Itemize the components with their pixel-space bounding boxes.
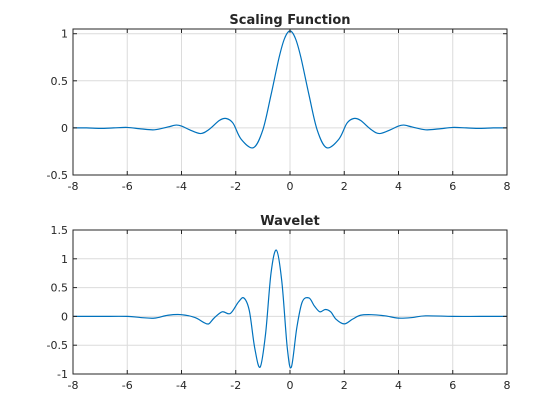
x-tick-label: 2 — [341, 180, 348, 193]
y-tick-label: 0.5 — [51, 75, 69, 88]
wavelet-line — [73, 249, 507, 369]
x-tick-label: 4 — [395, 180, 402, 193]
x-tick-label: -2 — [230, 180, 241, 193]
y-tick-label: 1.5 — [51, 224, 69, 237]
x-tick-label: 0 — [287, 379, 294, 392]
x-tick-label: 6 — [449, 379, 456, 392]
y-tick-label: -1 — [57, 368, 68, 381]
x-tick-label: 4 — [395, 379, 402, 392]
x-tick-label: 6 — [449, 180, 456, 193]
x-tick-label: -2 — [230, 379, 241, 392]
x-tick-label: 0 — [287, 180, 294, 193]
y-tick-label: -0.5 — [47, 339, 68, 352]
x-tick-label: -6 — [122, 379, 133, 392]
x-tick-label: -8 — [68, 180, 79, 193]
x-tick-label: 8 — [504, 180, 511, 193]
y-tick-label: 0.5 — [51, 282, 69, 295]
chart-title-wavelet: Wavelet — [260, 214, 319, 229]
x-tick-label: 8 — [504, 379, 511, 392]
x-tick-label: 2 — [341, 379, 348, 392]
x-tick-label: -6 — [122, 180, 133, 193]
x-tick-label: -8 — [68, 379, 79, 392]
y-tick-label: 1 — [61, 28, 68, 41]
y-tick-label: 0 — [61, 310, 68, 323]
y-tick-label: 1 — [61, 253, 68, 266]
chart-title-scaling-function: Scaling Function — [229, 13, 350, 28]
x-tick-label: -4 — [176, 180, 187, 193]
axes-wavelet: -8 -6 -4 -2 0 2 4 6 8 -1 -0.5 0 0.5 1 1.5 Wavelet — [47, 214, 511, 392]
axes-scaling-function: -8 -6 -4 -2 0 2 4 6 8 -0.5 0 0.5 1 Scaling Function — [47, 13, 511, 193]
y-tick-label: -0.5 — [47, 169, 68, 182]
y-tick-label: 0 — [61, 122, 68, 135]
x-tick-label: -4 — [176, 379, 187, 392]
